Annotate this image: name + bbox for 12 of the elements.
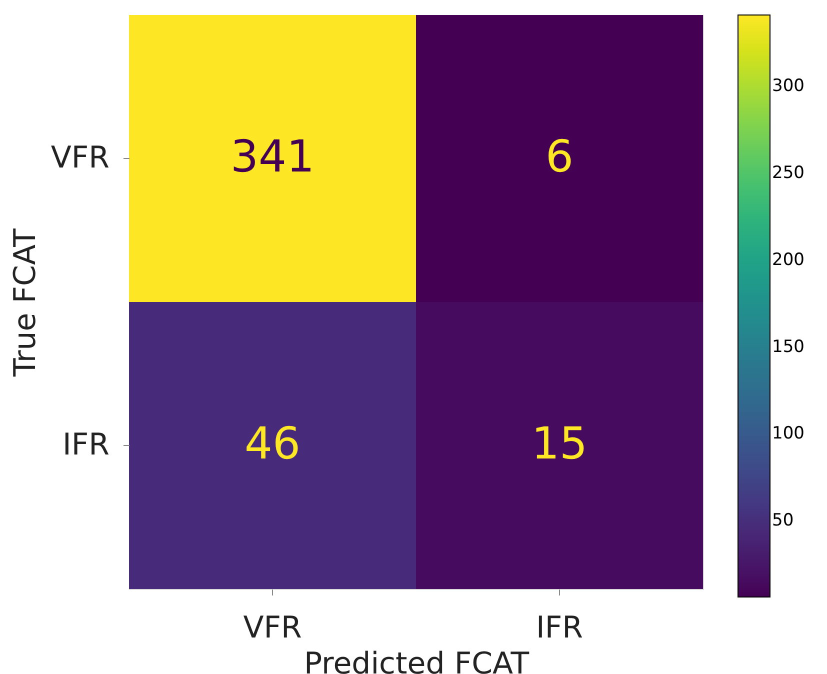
y-axis-title: True FCAT bbox=[8, 228, 43, 378]
x-axis-title: Predicted FCAT bbox=[304, 646, 530, 674]
color-bar-label: 100 bbox=[772, 424, 804, 444]
data-label: 46 bbox=[244, 418, 300, 470]
data-label: 15 bbox=[532, 418, 588, 470]
color-bar-label: 300 bbox=[772, 76, 804, 96]
color-bar-label: 150 bbox=[772, 336, 804, 357]
color-bar-label: 250 bbox=[772, 163, 804, 184]
color-bar-label: 200 bbox=[772, 250, 804, 270]
color-bar-label: 50 bbox=[772, 510, 794, 531]
data-label: 6 bbox=[546, 132, 574, 182]
data-label: 341 bbox=[230, 132, 314, 182]
